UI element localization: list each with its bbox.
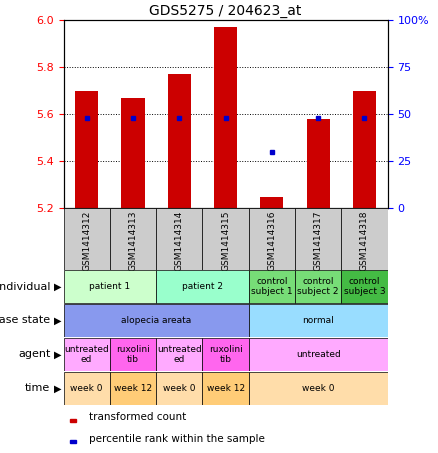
Bar <box>156 338 202 371</box>
Text: week 0: week 0 <box>302 384 335 393</box>
Text: disease state: disease state <box>0 315 50 326</box>
Text: GSM1414312: GSM1414312 <box>82 210 91 270</box>
Bar <box>110 372 156 405</box>
Text: control
subject 1: control subject 1 <box>251 277 293 296</box>
Bar <box>295 208 341 270</box>
Text: GSM1414318: GSM1414318 <box>360 210 369 271</box>
Text: control
subject 2: control subject 2 <box>297 277 339 296</box>
Bar <box>75 91 98 208</box>
Text: ▶: ▶ <box>54 315 61 326</box>
Text: untreated
ed: untreated ed <box>157 345 201 364</box>
Bar <box>64 372 110 405</box>
Text: patient 2: patient 2 <box>182 282 223 291</box>
Title: GDS5275 / 204623_at: GDS5275 / 204623_at <box>149 4 302 18</box>
Bar <box>64 304 249 337</box>
Text: transformed count: transformed count <box>89 413 187 423</box>
Text: GSM1414317: GSM1414317 <box>314 210 323 271</box>
Bar <box>341 270 388 303</box>
Bar <box>168 74 191 208</box>
Text: control
subject 3: control subject 3 <box>344 277 385 296</box>
Text: individual: individual <box>0 281 50 292</box>
Bar <box>64 208 110 270</box>
Text: week 0: week 0 <box>163 384 195 393</box>
Bar <box>156 208 202 270</box>
Text: week 0: week 0 <box>71 384 103 393</box>
Bar <box>249 372 388 405</box>
Text: ▶: ▶ <box>54 383 61 394</box>
Text: patient 1: patient 1 <box>89 282 131 291</box>
Bar <box>307 119 330 208</box>
Bar <box>249 270 295 303</box>
Bar <box>156 372 202 405</box>
Bar <box>249 208 295 270</box>
Bar <box>202 338 249 371</box>
Bar <box>121 98 145 208</box>
Bar <box>249 338 388 371</box>
Bar <box>70 419 76 422</box>
Text: normal: normal <box>302 316 334 325</box>
Bar <box>64 338 110 371</box>
Text: alopecia areata: alopecia areata <box>121 316 191 325</box>
Bar <box>202 208 249 270</box>
Bar <box>214 28 237 208</box>
Bar <box>64 270 156 303</box>
Text: GSM1414316: GSM1414316 <box>267 210 276 271</box>
Bar <box>353 91 376 208</box>
Bar <box>260 197 283 208</box>
Text: GSM1414313: GSM1414313 <box>128 210 138 271</box>
Text: ▶: ▶ <box>54 281 61 292</box>
Bar <box>295 270 341 303</box>
Bar <box>70 440 76 443</box>
Bar <box>249 304 388 337</box>
Text: ruxolini
tib: ruxolini tib <box>116 345 150 364</box>
Text: GSM1414314: GSM1414314 <box>175 210 184 270</box>
Bar <box>110 338 156 371</box>
Text: week 12: week 12 <box>206 384 245 393</box>
Text: ▶: ▶ <box>54 349 61 360</box>
Text: untreated: untreated <box>296 350 341 359</box>
Bar <box>110 208 156 270</box>
Text: agent: agent <box>18 349 50 360</box>
Bar <box>156 270 249 303</box>
Bar <box>202 372 249 405</box>
Text: percentile rank within the sample: percentile rank within the sample <box>89 434 265 444</box>
Text: ruxolini
tib: ruxolini tib <box>208 345 243 364</box>
Text: time: time <box>25 383 50 394</box>
Text: untreated
ed: untreated ed <box>64 345 109 364</box>
Bar <box>341 208 388 270</box>
Text: GSM1414315: GSM1414315 <box>221 210 230 271</box>
Text: week 12: week 12 <box>114 384 152 393</box>
